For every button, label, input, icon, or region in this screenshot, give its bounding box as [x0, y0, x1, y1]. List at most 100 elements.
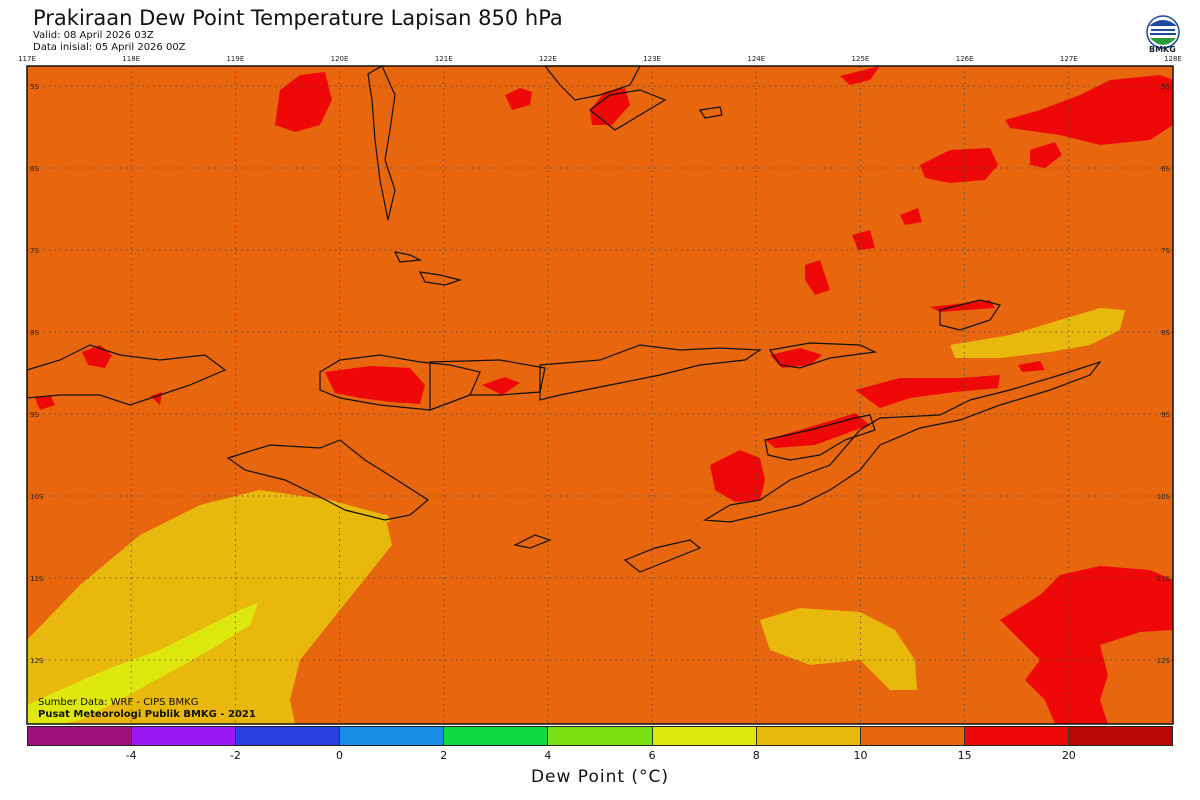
coastline-sumba	[226, 439, 430, 521]
coastline-rote	[623, 539, 702, 573]
longitude-labels: 117E 118E 119E 120E 121E 122E 123E 124E 125E 126E…	[18, 55, 1182, 63]
colorbar-tick-label: 2	[440, 749, 448, 762]
longitude-label: 118E	[122, 55, 140, 63]
longitude-label: 121E	[435, 55, 453, 63]
red-region-16	[482, 377, 520, 395]
red-region-10	[805, 260, 830, 295]
red-region-20	[765, 413, 870, 448]
red-region-19	[855, 375, 1000, 408]
colorbar-swatch	[860, 727, 965, 745]
latitude-label: 7S	[30, 247, 39, 255]
coastline-alor	[768, 342, 878, 369]
grid-lines	[27, 66, 1173, 724]
longitude-label: 122E	[539, 55, 557, 63]
longitude-label: 128E	[1164, 55, 1182, 63]
latitude-label: 9S	[30, 411, 39, 419]
light-yellow-region	[27, 603, 258, 724]
red-region-22	[1000, 566, 1173, 724]
coastline-timor	[703, 360, 1102, 523]
red-region-12	[82, 345, 112, 368]
coastline-flores	[429, 359, 546, 411]
yellow-region-east	[950, 308, 1125, 358]
colorbar-tick-label: -4	[125, 749, 137, 762]
latitude-label: 6S	[1161, 165, 1170, 173]
coastline-flores-west	[319, 354, 481, 411]
coastline-wetar	[939, 299, 1001, 331]
red-region-4	[840, 66, 880, 85]
coastline-sulawesi-south	[367, 65, 396, 221]
latitude-label: 10S	[1157, 493, 1171, 501]
colorbar-swatch	[548, 727, 653, 745]
longitude-label: 124E	[747, 55, 765, 63]
colorbar-swatch	[756, 727, 861, 745]
colorbar-tick-label: 10	[853, 749, 868, 762]
longitude-label: 117E	[18, 55, 36, 63]
colorbar-swatch	[1068, 727, 1173, 745]
colorbar-swatch	[444, 727, 549, 745]
colorbar-title: Dew Point (°C)	[530, 767, 670, 787]
logo-text: BMKG	[1149, 45, 1176, 54]
coastline-timor-east	[764, 414, 876, 461]
red-region-15	[325, 366, 425, 404]
latitude-label: 7S	[1161, 247, 1170, 255]
colorbar-swatch	[340, 727, 445, 745]
colorbar-tick-label: -2	[229, 749, 241, 762]
dew-point-map: 117E 118E 119E 120E 121E 122E 123E 124E 125E 126E…	[18, 55, 1182, 725]
latitude-label: 12S	[1157, 657, 1171, 665]
red-region-13	[35, 395, 55, 410]
valid-time: Valid: 08 April 2026 03Z	[33, 30, 154, 41]
data-source-credit: Sumber Data: WRF - CIPS BMKG	[38, 697, 199, 708]
latitude-label: 5S	[1161, 83, 1170, 91]
coastline-sumbawa-lombok	[26, 344, 227, 406]
red-region-17	[770, 348, 822, 368]
colorbar-swatch	[964, 727, 1069, 745]
red-region-9	[852, 230, 875, 250]
red-region-1	[275, 72, 332, 132]
light-yellow-regions	[27, 603, 258, 724]
longitude-label: 119E	[226, 55, 244, 63]
latitude-labels: 5S 5S 6S 6S 7S 7S 8S 8S 9S 9S 10S 10S 11S 11S 12S 12S	[30, 83, 1171, 665]
publisher-credit: Pusat Meteorologi Publik BMKG - 2021	[38, 709, 256, 720]
colorbar-tick-label: 8	[752, 749, 760, 762]
coastline-flores-east	[539, 344, 762, 401]
latitude-label: 10S	[30, 493, 44, 501]
coastline-selayar	[393, 251, 423, 263]
latitude-label: 11S	[1157, 575, 1171, 583]
latitude-label: 8S	[30, 329, 39, 337]
bmkg-logo-icon	[1146, 15, 1180, 49]
latitude-label: 8S	[1161, 329, 1170, 337]
latitude-label: 6S	[30, 165, 39, 173]
colorbar-tick-label: 4	[544, 749, 552, 762]
colorbar-tick-label: 20	[1061, 749, 1076, 762]
red-region-8	[900, 208, 922, 225]
colorbar-tick-label: 6	[648, 749, 656, 762]
longitude-label: 127E	[1060, 55, 1078, 63]
longitude-label: 126E	[956, 55, 974, 63]
colorbar-tick-label: 0	[336, 749, 344, 762]
longitude-label: 125E	[852, 55, 870, 63]
yellow-region-south	[760, 608, 917, 690]
colorbar-tick-label: 15	[957, 749, 972, 762]
colorbar-swatch	[652, 727, 757, 745]
initial-data-time: Data inisial: 05 April 2026 00Z	[33, 42, 186, 53]
map-frame	[26, 65, 1174, 725]
red-region-3	[590, 88, 630, 125]
red-region-5	[1005, 75, 1173, 145]
red-regions	[35, 66, 1173, 724]
latitude-label: 11S	[30, 575, 44, 583]
coastline-buton	[589, 89, 667, 131]
red-region-18	[1018, 361, 1045, 372]
red-region-6	[920, 148, 998, 183]
latitude-label: 5S	[30, 83, 39, 91]
red-region-2	[505, 88, 532, 110]
longitude-label: 120E	[331, 55, 349, 63]
map-title: Prakiraan Dew Point Temperature Lapisan …	[33, 6, 563, 30]
coastline-savu	[513, 534, 552, 549]
colorbar-swatch	[236, 727, 341, 745]
colorbar	[27, 726, 1173, 746]
latitude-label: 9S	[1161, 411, 1170, 419]
latitude-label: 12S	[30, 657, 44, 665]
colorbar-swatch	[132, 727, 237, 745]
longitude-label: 123E	[643, 55, 661, 63]
colorbar-swatch	[28, 727, 133, 745]
